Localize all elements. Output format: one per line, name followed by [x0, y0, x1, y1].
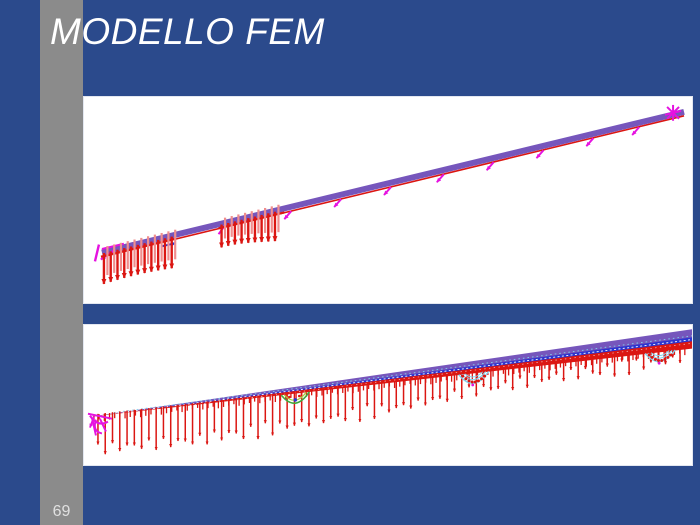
page-number: 69	[52, 503, 71, 520]
fem-beam-model-drawing	[93, 104, 685, 285]
left-accent-bar	[40, 0, 83, 525]
fem-perspective-figure	[83, 324, 693, 466]
slide-title: MODELLO FEM	[50, 11, 325, 52]
fem-deck-model-drawing	[87, 329, 692, 455]
fem-elevation-figure	[83, 96, 693, 304]
